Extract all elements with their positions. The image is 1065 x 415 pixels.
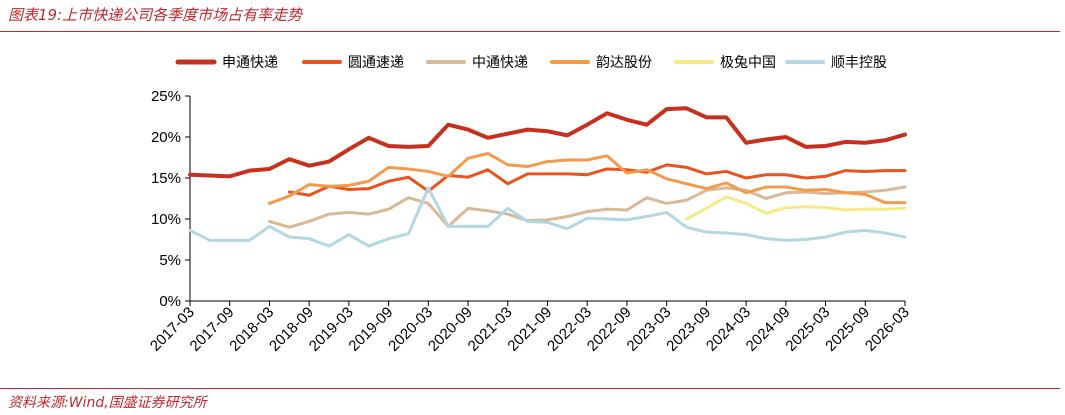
top-rule <box>0 31 1060 32</box>
series-line <box>267 185 907 229</box>
market-share-line-chart: 申通快递 圆通速递 中通快递 韵达股份 极兔中国 顺丰控股 0% 5% 10% 15% 20% 25… <box>147 55 913 355</box>
legend-label: 极兔中国 <box>720 55 776 71</box>
legend-label: 中通快递 <box>472 55 528 71</box>
legend: 申通快递 圆通速递 中通快递 韵达股份 极兔中国 顺丰控股 <box>175 55 887 71</box>
y-tick-label: 10% <box>151 211 181 228</box>
series-line <box>188 186 907 248</box>
series-line <box>267 151 907 205</box>
legend-label: 顺丰控股 <box>831 55 887 71</box>
series-line <box>685 195 907 221</box>
series-lines <box>188 106 907 248</box>
source-note: 资料来源:Wind,国盛证券研究所 <box>8 395 207 411</box>
figure-title: 图表19:上市快递公司各季度市场占有率走势 <box>8 6 303 24</box>
legend-label: 申通快递 <box>222 55 278 71</box>
x-tick-label: 2026-03 <box>862 304 913 355</box>
legend-label: 韵达股份 <box>596 55 652 71</box>
series-line <box>188 106 907 179</box>
y-tick-label: 20% <box>151 129 181 146</box>
series-line <box>287 163 907 197</box>
y-tick-label: 15% <box>151 170 181 187</box>
y-tick-label: 0% <box>159 293 181 310</box>
y-tick-label: 25% <box>151 88 181 105</box>
legend-label: 圆通速递 <box>348 55 404 71</box>
bottom-rule <box>0 388 1060 389</box>
y-tick-label: 5% <box>159 252 181 269</box>
